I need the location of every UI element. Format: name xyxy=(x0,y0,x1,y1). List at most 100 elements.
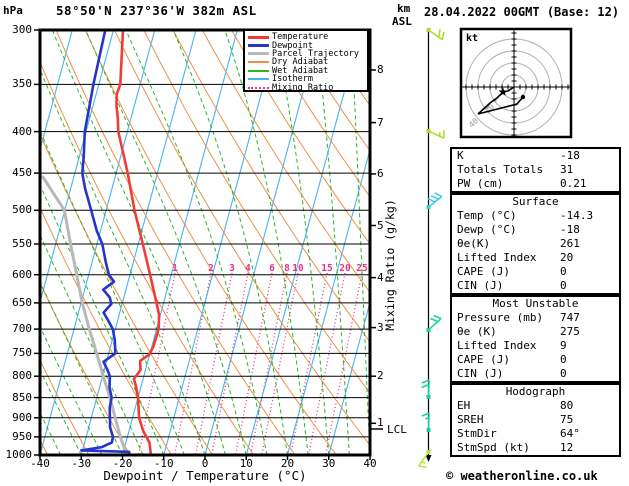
wind-barb xyxy=(418,450,431,469)
panel-row: Lifted Index 20 xyxy=(452,251,619,265)
isotherm-line xyxy=(80,30,197,455)
panel-row: EH 80 xyxy=(452,399,619,413)
pressure-axis-unit: hPa xyxy=(3,4,23,17)
panel-title: Most Unstable xyxy=(492,297,579,310)
legend-swatch xyxy=(248,61,269,64)
pressure-tick-label: 600 xyxy=(12,267,32,281)
legend-label: Temperature xyxy=(272,32,329,43)
wind-barb xyxy=(421,379,431,399)
pressure-tick-label: 400 xyxy=(12,124,32,138)
pressure-tick-label: 950 xyxy=(12,429,32,443)
temp-tick-label: -20 xyxy=(112,457,133,470)
km-tick-label: 1 xyxy=(377,416,384,430)
panel-row: StmSpd (kt) 12 xyxy=(452,441,619,455)
panel-row: Lifted Index 9 xyxy=(452,339,619,353)
panel-row-label: CIN (J) xyxy=(457,279,504,292)
panel-row-label: StmDir xyxy=(457,427,497,440)
panel-row-label: θe(K) xyxy=(457,237,491,250)
panel-row-label: Totals Totals xyxy=(457,163,544,176)
mixing-ratio-label: 25 xyxy=(356,263,368,274)
legend-label: Parcel Trajectory xyxy=(272,48,359,59)
km-tick-label: 7 xyxy=(377,115,384,129)
isotherm-line xyxy=(163,30,280,455)
panel-row: Temp (°C) -14.3 xyxy=(452,209,619,223)
hodograph-star xyxy=(498,87,508,96)
panel-row-label: Lifted Index xyxy=(457,251,537,264)
panel-row-value: 9 xyxy=(560,339,567,352)
km-tick-label: 6 xyxy=(377,166,384,180)
panel-row-value: 0.21 xyxy=(560,177,587,190)
panel-row: CIN (J) 0 xyxy=(452,279,619,293)
isotherm-line xyxy=(121,30,238,455)
panel-row-value: 20 xyxy=(560,251,574,264)
panel-row-label: CAPE (J) xyxy=(457,353,510,366)
temperature-curve xyxy=(115,30,161,455)
altitude-axis-unit-km: km xyxy=(397,2,411,15)
mixing-ratio-label: 8 xyxy=(284,263,290,274)
panel-row: StmDir 64° xyxy=(452,427,619,441)
panel-row-value: 261 xyxy=(560,237,580,250)
panel-row: Totals Totals 31 xyxy=(452,163,619,177)
wet-adiabat-line xyxy=(224,30,309,455)
mixing-ratio-axis-title: Mixing Ratio (g/kg) xyxy=(383,199,397,331)
data-panel: Most Unstable Pressure (mb) 747 θe (K) 275 Li… xyxy=(450,295,621,383)
panel-row: SREH 75 xyxy=(452,413,619,427)
panel-row-label: Lifted Index xyxy=(457,339,537,352)
panel-row: CAPE (J) 0 xyxy=(452,353,619,367)
panel-row-value: 64° xyxy=(560,427,580,440)
pressure-tick-label: 700 xyxy=(12,322,32,336)
dry-adiabat-line xyxy=(143,30,370,394)
wind-barb xyxy=(426,129,445,139)
km-tick-label: 8 xyxy=(377,63,384,76)
lcl-label: LCL xyxy=(387,423,407,436)
panel-row-value: 275 xyxy=(560,325,580,338)
km-tick-label: 5 xyxy=(377,218,384,232)
pressure-tick-label: 850 xyxy=(12,390,32,404)
dry-adiabat-line xyxy=(201,30,370,294)
data-panel: Hodograph EH 80 SREH 75 StmDir 64° StmSpd (kt) 1… xyxy=(450,383,621,457)
panel-row-label: PW (cm) xyxy=(457,177,504,190)
run-date: 28.04.2022 00GMT (Base: 12) xyxy=(424,5,620,19)
pressure-tick-label: 800 xyxy=(12,369,32,383)
pressure-tick-label: 1000 xyxy=(5,448,33,461)
legend-swatch xyxy=(248,35,269,39)
legend-label: Dry Adiabat xyxy=(272,57,329,68)
dry-adiabat-line xyxy=(40,359,90,455)
panel-row-value: 31 xyxy=(560,163,574,176)
legend-label: Isotherm xyxy=(272,74,313,85)
mixing-ratio-label: 15 xyxy=(321,263,333,274)
pressure-tick-label: 500 xyxy=(12,203,32,217)
panel-row-value: 0 xyxy=(560,367,567,380)
km-tick-label: 2 xyxy=(377,369,384,383)
pressure-tick-label: 650 xyxy=(12,295,32,309)
isotherm-line xyxy=(328,300,370,455)
mixing-ratio-label: 20 xyxy=(339,263,351,274)
legend-label: Wet Adiabat xyxy=(272,65,329,76)
hodograph-dot xyxy=(520,94,526,100)
panel-row: CIN (J) 0 xyxy=(452,367,619,381)
panel-row: Pressure (mb) 747 xyxy=(452,311,619,325)
isotherm-line xyxy=(204,30,321,455)
chart-title: 58°50'N 237°36'W 382m ASL xyxy=(56,3,257,18)
legend-item: Isotherm xyxy=(248,75,367,83)
legend-label: Mixing Ratio xyxy=(272,82,334,93)
legend-item: Dry Adiabat xyxy=(248,57,367,68)
legend-swatch xyxy=(248,78,269,81)
dry-adiabat-line xyxy=(289,30,370,152)
hodograph-trace xyxy=(477,86,515,115)
panel-row-value: -14.3 xyxy=(560,209,594,222)
panel-row: CAPE (J) 0 xyxy=(452,265,619,279)
legend-item: Dewpoint xyxy=(248,41,367,50)
wind-barb xyxy=(426,28,445,41)
panel-row-label: SREH xyxy=(457,413,484,426)
parcel-trajectory-curve xyxy=(41,175,129,455)
dry-adiabat-line xyxy=(231,30,370,245)
panel-row-value: 0 xyxy=(560,265,567,278)
temp-tick-label: -10 xyxy=(153,457,174,470)
dry-adiabat-line xyxy=(260,30,370,198)
legend-item: Wet Adiabat xyxy=(248,67,367,75)
panel-row-label: Dewp (°C) xyxy=(457,223,517,236)
legend-swatch xyxy=(248,86,269,89)
